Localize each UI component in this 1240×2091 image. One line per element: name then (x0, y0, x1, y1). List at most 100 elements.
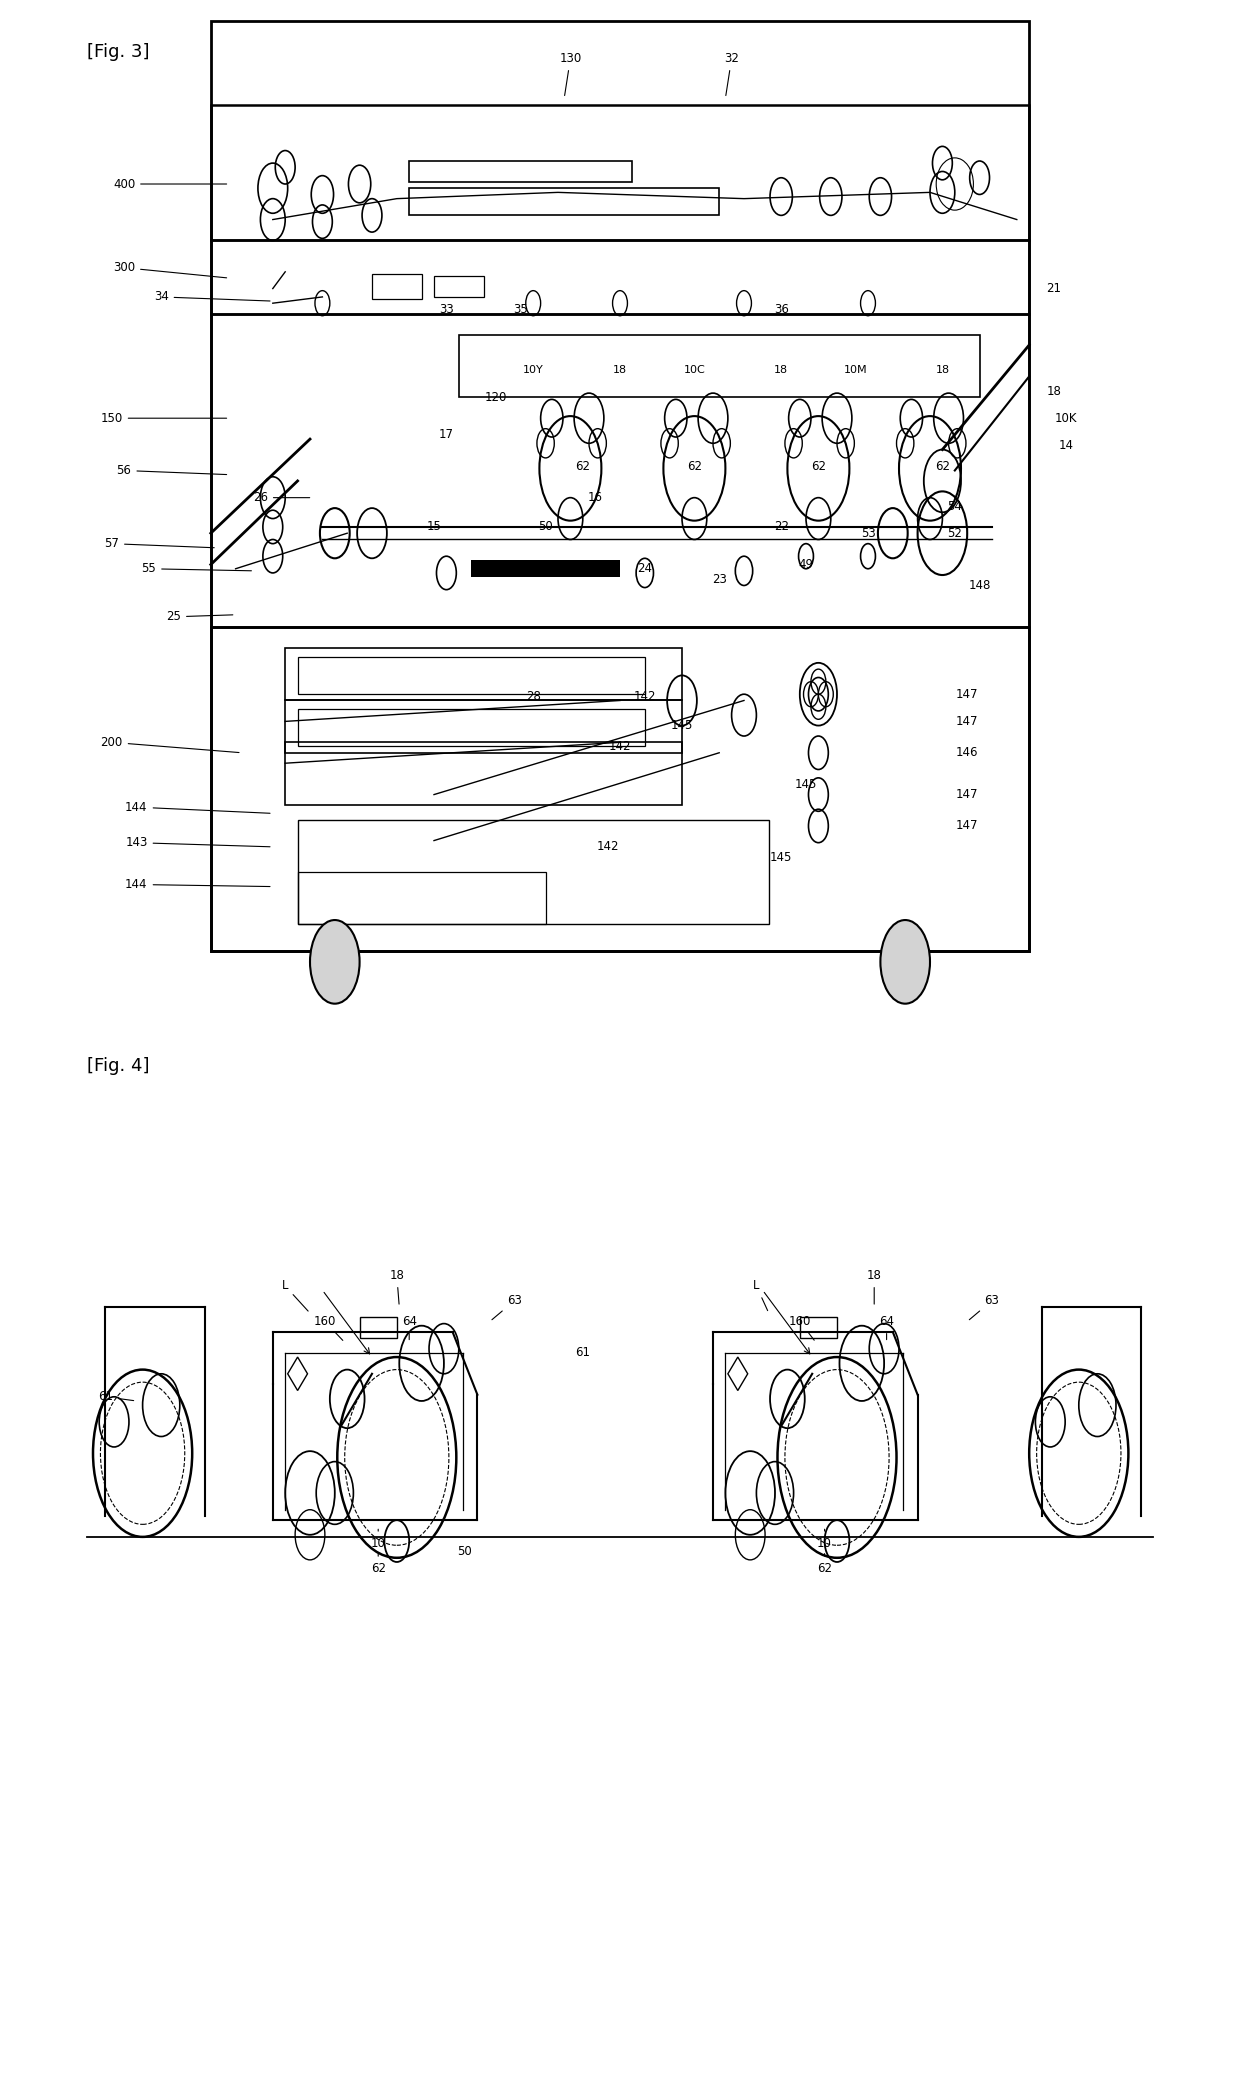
Bar (285, 648, 682, 700)
Text: L: L (281, 1280, 308, 1311)
Bar (360, 1317, 397, 1338)
Bar (372, 274, 422, 299)
Text: 55: 55 (141, 562, 252, 575)
Bar (211, 627, 1029, 951)
Bar (211, 314, 1029, 627)
Bar (471, 560, 620, 577)
Text: 32: 32 (724, 52, 739, 96)
Text: 15: 15 (427, 521, 441, 533)
Text: 21: 21 (1047, 282, 1061, 295)
Text: 142: 142 (634, 690, 656, 703)
Text: 18: 18 (613, 366, 627, 374)
Text: 10: 10 (817, 1529, 832, 1549)
Text: 146: 146 (956, 746, 978, 759)
Text: 400: 400 (113, 178, 227, 190)
Text: 22: 22 (774, 521, 789, 533)
Bar (298, 872, 546, 924)
Text: 62: 62 (371, 1554, 386, 1575)
Bar (285, 742, 682, 805)
Text: 63: 63 (492, 1294, 522, 1319)
Text: 26: 26 (253, 491, 310, 504)
Text: 62: 62 (817, 1554, 832, 1575)
Text: 25: 25 (166, 611, 233, 623)
Text: 200: 200 (100, 736, 239, 753)
Text: 145: 145 (795, 778, 817, 790)
Text: 147: 147 (956, 715, 978, 728)
Bar (298, 709, 645, 746)
Text: 52: 52 (947, 527, 962, 539)
Text: 160: 160 (789, 1315, 815, 1340)
Text: 34: 34 (154, 291, 270, 303)
Bar (211, 21, 1029, 951)
Text: 54: 54 (947, 500, 962, 512)
Text: 147: 147 (956, 688, 978, 700)
Text: 17: 17 (439, 429, 454, 441)
Text: 145: 145 (770, 851, 792, 864)
Text: [Fig. 3]: [Fig. 3] (87, 44, 149, 61)
Text: 61: 61 (98, 1391, 134, 1403)
Text: 143: 143 (125, 836, 270, 849)
Bar (211, 240, 1029, 314)
Text: 120: 120 (485, 391, 507, 404)
Text: 49: 49 (799, 558, 813, 571)
Text: 23: 23 (712, 573, 727, 585)
Text: 147: 147 (956, 788, 978, 801)
Text: 10K: 10K (1055, 412, 1078, 424)
Bar (409, 188, 719, 215)
Bar (211, 105, 1029, 240)
Bar (800, 1317, 837, 1338)
Text: 63: 63 (970, 1294, 999, 1319)
Text: 18: 18 (774, 366, 789, 374)
Text: 64: 64 (402, 1315, 417, 1340)
Text: 10Y: 10Y (523, 366, 543, 374)
Text: 147: 147 (956, 820, 978, 832)
Text: 14: 14 (1059, 439, 1074, 452)
Bar (409, 161, 632, 182)
Bar (459, 335, 980, 397)
Text: 50: 50 (538, 521, 553, 533)
Text: 16: 16 (588, 491, 603, 504)
Text: 144: 144 (125, 878, 270, 891)
Text: 300: 300 (113, 261, 227, 278)
Text: 53: 53 (861, 527, 875, 539)
Text: 64: 64 (879, 1315, 894, 1340)
Circle shape (880, 920, 930, 1004)
Bar (298, 820, 769, 924)
Text: 18: 18 (935, 366, 950, 374)
Text: 57: 57 (104, 537, 215, 550)
Text: 23: 23 (588, 562, 603, 575)
Text: 24: 24 (637, 562, 652, 575)
Text: 62: 62 (935, 460, 950, 473)
Text: 62: 62 (687, 460, 702, 473)
Text: 145: 145 (671, 719, 693, 732)
Text: 160: 160 (314, 1315, 342, 1340)
Text: 142: 142 (609, 740, 631, 753)
Text: 150: 150 (100, 412, 227, 424)
Text: 56: 56 (117, 464, 227, 477)
Text: 18: 18 (867, 1269, 882, 1305)
Bar (285, 700, 682, 753)
Text: 62: 62 (811, 460, 826, 473)
Text: 62: 62 (575, 460, 590, 473)
Text: 27: 27 (489, 562, 503, 575)
Text: 36: 36 (774, 303, 789, 316)
Text: 144: 144 (125, 801, 270, 813)
Text: 142: 142 (596, 841, 619, 853)
Text: 18: 18 (1047, 385, 1061, 397)
Circle shape (310, 920, 360, 1004)
Text: 10M: 10M (843, 366, 868, 374)
Bar (434, 276, 484, 297)
Text: 10C: 10C (683, 366, 706, 374)
Text: L: L (753, 1280, 768, 1311)
Text: [Fig. 4]: [Fig. 4] (87, 1058, 149, 1075)
Bar (298, 657, 645, 694)
Text: 35: 35 (513, 303, 528, 316)
Text: 61: 61 (575, 1347, 590, 1359)
Text: 33: 33 (439, 303, 454, 316)
Text: 18: 18 (389, 1269, 404, 1305)
Text: 130: 130 (559, 52, 582, 96)
Text: 148: 148 (968, 579, 991, 592)
Text: 50: 50 (458, 1545, 472, 1558)
Text: 10: 10 (371, 1529, 386, 1549)
Text: 28: 28 (526, 690, 541, 703)
